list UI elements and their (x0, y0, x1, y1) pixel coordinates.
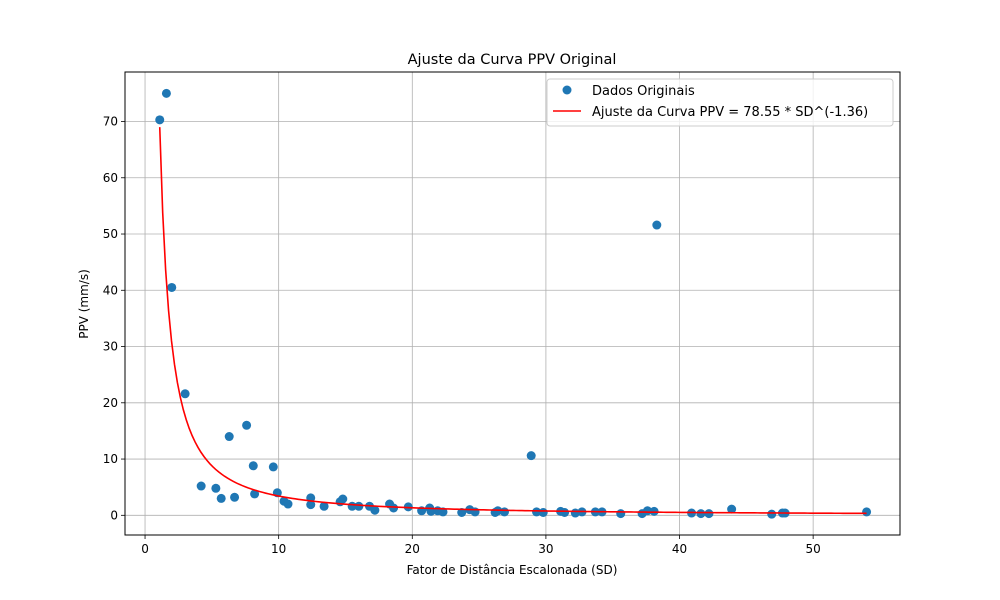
legend-label-scatter: Dados Originais (592, 84, 695, 99)
y-axis-title: PPV (mm/s) (77, 269, 91, 339)
y-tick-label: 20 (103, 396, 118, 410)
data-point (155, 115, 165, 125)
chart-title: Ajuste da Curva PPV Original (408, 52, 617, 68)
data-point (370, 505, 380, 515)
data-point (180, 389, 190, 399)
x-axis-title: Fator de Distância Escalonada (SD) (407, 563, 618, 577)
data-point (457, 507, 467, 517)
data-point (696, 509, 706, 519)
x-tick-label: 20 (405, 542, 420, 556)
plot-area (155, 88, 872, 519)
data-point (704, 509, 714, 519)
data-point (283, 499, 293, 509)
x-tick-label: 50 (806, 542, 821, 556)
y-axis-ticks: 0 10 20 30 40 50 60 70 (103, 115, 125, 522)
legend-scatter-marker (562, 85, 572, 95)
y-tick-label: 60 (103, 171, 118, 185)
data-point (767, 509, 777, 519)
data-point (538, 507, 548, 517)
legend-label-fit: Ajuste da Curva PPV = 78.55 * SD^(-1.36) (592, 105, 868, 120)
data-point (196, 481, 206, 491)
data-point (319, 501, 329, 511)
y-tick-label: 0 (110, 508, 118, 522)
data-point (499, 507, 509, 517)
x-tick-label: 40 (672, 542, 687, 556)
x-tick-label: 10 (271, 542, 286, 556)
data-point (354, 501, 364, 511)
legend-box (546, 78, 894, 127)
y-tick-label: 40 (103, 283, 118, 297)
data-point (306, 500, 316, 510)
data-point (727, 504, 737, 514)
y-tick-label: 10 (103, 452, 118, 466)
data-point (560, 507, 570, 517)
data-point (242, 420, 252, 430)
axes-frame (124, 71, 901, 536)
data-point (532, 507, 542, 517)
data-point (167, 282, 177, 292)
data-point (211, 483, 221, 493)
fit-curve (158, 127, 867, 515)
data-point (216, 493, 226, 503)
data-point (389, 503, 399, 513)
data-point (470, 507, 480, 517)
y-tick-label: 30 (103, 340, 118, 354)
data-point (250, 489, 260, 499)
data-point (862, 507, 872, 517)
data-point (268, 462, 278, 472)
data-point (224, 432, 234, 442)
y-tick-label: 50 (103, 227, 118, 241)
x-tick-label: 30 (538, 542, 553, 556)
y-tick-label: 70 (103, 115, 118, 129)
data-point (230, 492, 240, 502)
data-point (248, 461, 258, 471)
data-point (161, 88, 171, 98)
data-point (642, 506, 652, 516)
x-axis-ticks: 0 10 20 30 40 50 (141, 535, 821, 556)
data-point (649, 506, 659, 516)
data-point (338, 494, 348, 504)
data-point (526, 451, 536, 461)
x-tick-label: 0 (141, 542, 149, 556)
legend: Dados Originais Ajuste da Curva PPV = 78… (546, 78, 894, 127)
data-point (652, 220, 662, 230)
data-point (616, 509, 626, 519)
grid (125, 72, 900, 535)
